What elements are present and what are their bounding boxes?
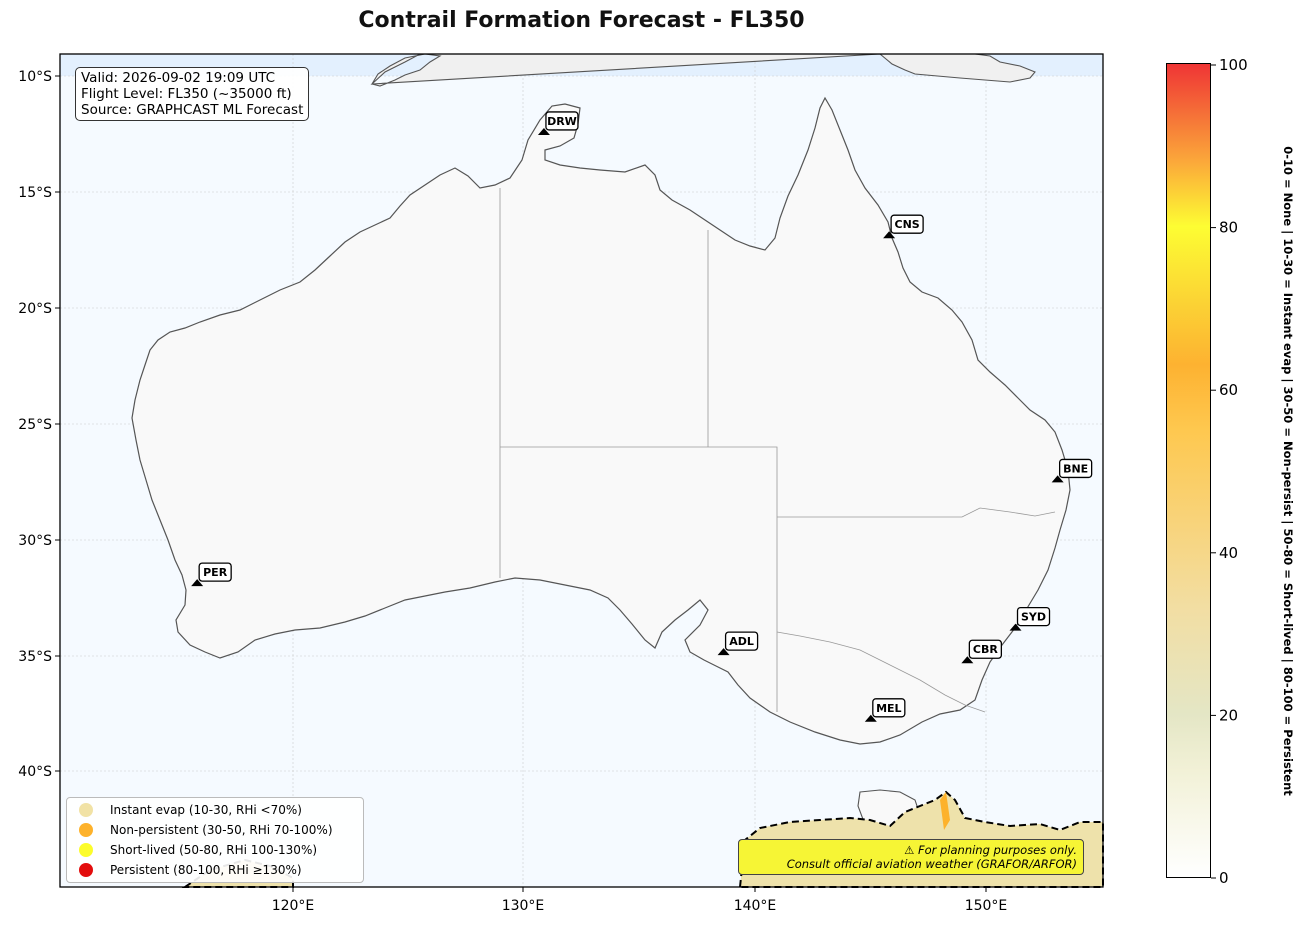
warning-line-2: Consult official aviation weather (GRAFO… <box>786 857 1077 871</box>
axis-ticks <box>55 75 987 892</box>
airport-cns: CNS <box>883 214 924 239</box>
legend: Instant evap (10-30, RHi <70%) Non-persi… <box>66 797 364 883</box>
australia-mainland <box>131 96 1071 745</box>
state-borders <box>499 188 1056 713</box>
airport-marker-icon <box>1009 623 1022 631</box>
legend-dot-icon <box>79 863 93 877</box>
legend-label: Instant evap (10-30, RHi <70%) <box>110 803 302 817</box>
airport-label-box <box>545 111 579 131</box>
airport-bne: BNE <box>1051 458 1093 483</box>
airport-code-label: SYD <box>1021 611 1046 624</box>
lat-tick-label: 10°S <box>18 69 52 85</box>
contrail-patch-nonpersistent <box>940 792 950 830</box>
lon-tick-label: 120°E <box>272 898 315 914</box>
airport-code-label: CNS <box>895 218 920 231</box>
airport-markers: DRW CNS BNE PER SYD ADL CBR MEL <box>191 111 1093 722</box>
airport-marker-icon <box>1051 475 1064 483</box>
flight-level-text: Flight Level: FL350 (~35000 ft) <box>81 86 292 102</box>
colorbar-tick-label: 80 <box>1219 219 1238 237</box>
airport-label-box <box>724 631 759 651</box>
valid-time-text: Valid: 2026-09-02 19:09 UTC <box>81 70 276 86</box>
colorbar-tick-label: 20 <box>1219 706 1238 724</box>
colorbar-label: 0-10 = None | 10-30 = Instant evap | 30-… <box>1276 63 1300 878</box>
airport-per: PER <box>191 562 232 587</box>
lat-tick-label: 25°S <box>18 417 52 433</box>
colorbar-tick-label: 60 <box>1219 381 1238 399</box>
airport-code-label: PER <box>203 566 228 579</box>
airport-code-label: MEL <box>876 702 901 715</box>
airport-marker-icon <box>883 231 896 239</box>
airport-marker-icon <box>864 714 877 722</box>
airport-mel: MEL <box>864 698 906 722</box>
airport-label-box <box>1058 458 1093 479</box>
airport-code-label: ADL <box>729 635 754 648</box>
legend-item-non-persistent: Non-persistent (30-50, RHi 70-100%) <box>79 820 333 840</box>
airport-code-label: DRW <box>547 115 577 128</box>
lon-tick-label: 150°E <box>965 898 1008 914</box>
airport-drw: DRW <box>537 111 579 135</box>
lat-tick-label: 30°S <box>18 533 52 549</box>
source-text: Source: GRAPHCAST ML Forecast <box>81 102 304 118</box>
airport-label-box <box>198 562 232 582</box>
lon-tick-label: 130°E <box>502 898 545 914</box>
airport-label-box <box>890 214 924 234</box>
legend-label: Non-persistent (30-50, RHi 70-100%) <box>110 823 333 837</box>
colorbar-tick-label: 0 <box>1219 869 1229 887</box>
airport-label-box <box>872 698 906 718</box>
legend-label: Persistent (80-100, RHi ≥130%) <box>110 863 302 877</box>
colorbar-ticks <box>1211 64 1216 879</box>
colorbar-tick-label: 100 <box>1219 56 1248 74</box>
legend-label: Short-lived (50-80, RHi 100-130%) <box>110 843 318 857</box>
warning-line-1: ⚠ For planning purposes only. <box>904 843 1077 857</box>
forecast-info-box: Valid: 2026-09-02 19:09 UTC Flight Level… <box>75 67 310 121</box>
lat-tick-label: 15°S <box>18 185 52 201</box>
airport-marker-icon <box>961 656 974 664</box>
lat-tick-label: 40°S <box>18 764 52 780</box>
airport-adl: ADL <box>717 631 759 656</box>
new-guinea-landmass <box>370 53 1036 87</box>
airport-cbr: CBR <box>961 639 1003 664</box>
lat-tick-label: 20°S <box>18 301 52 317</box>
legend-dot-icon <box>79 843 93 857</box>
legend-dot-icon <box>79 803 93 817</box>
airport-marker-icon <box>191 579 204 587</box>
airport-code-label: BNE <box>1063 462 1088 475</box>
airport-marker-icon <box>717 648 730 656</box>
airport-code-label: CBR <box>973 643 998 656</box>
legend-item-persistent: Persistent (80-100, RHi ≥130%) <box>79 860 302 880</box>
airport-label-box <box>968 639 1003 659</box>
colorbar <box>1166 63 1211 878</box>
lat-tick-label: 35°S <box>18 649 52 665</box>
legend-dot-icon <box>79 823 93 837</box>
legend-item-instant-evap: Instant evap (10-30, RHi <70%) <box>79 800 302 820</box>
colorbar-label-text: 0-10 = None | 10-30 = Instant evap | 30-… <box>1281 145 1295 796</box>
airport-syd: SYD <box>1009 606 1051 631</box>
legend-item-short-lived: Short-lived (50-80, RHi 100-130%) <box>79 840 317 860</box>
map-title: Contrail Formation Forecast - FL350 <box>358 8 805 33</box>
lon-tick-label: 140°E <box>734 898 777 914</box>
airport-marker-icon <box>537 127 550 135</box>
map-border <box>59 53 1104 888</box>
colorbar-tick-label: 40 <box>1219 544 1238 562</box>
planning-warning-box: ⚠ For planning purposes only. Consult of… <box>738 839 1084 875</box>
airport-label-box <box>1016 606 1051 627</box>
